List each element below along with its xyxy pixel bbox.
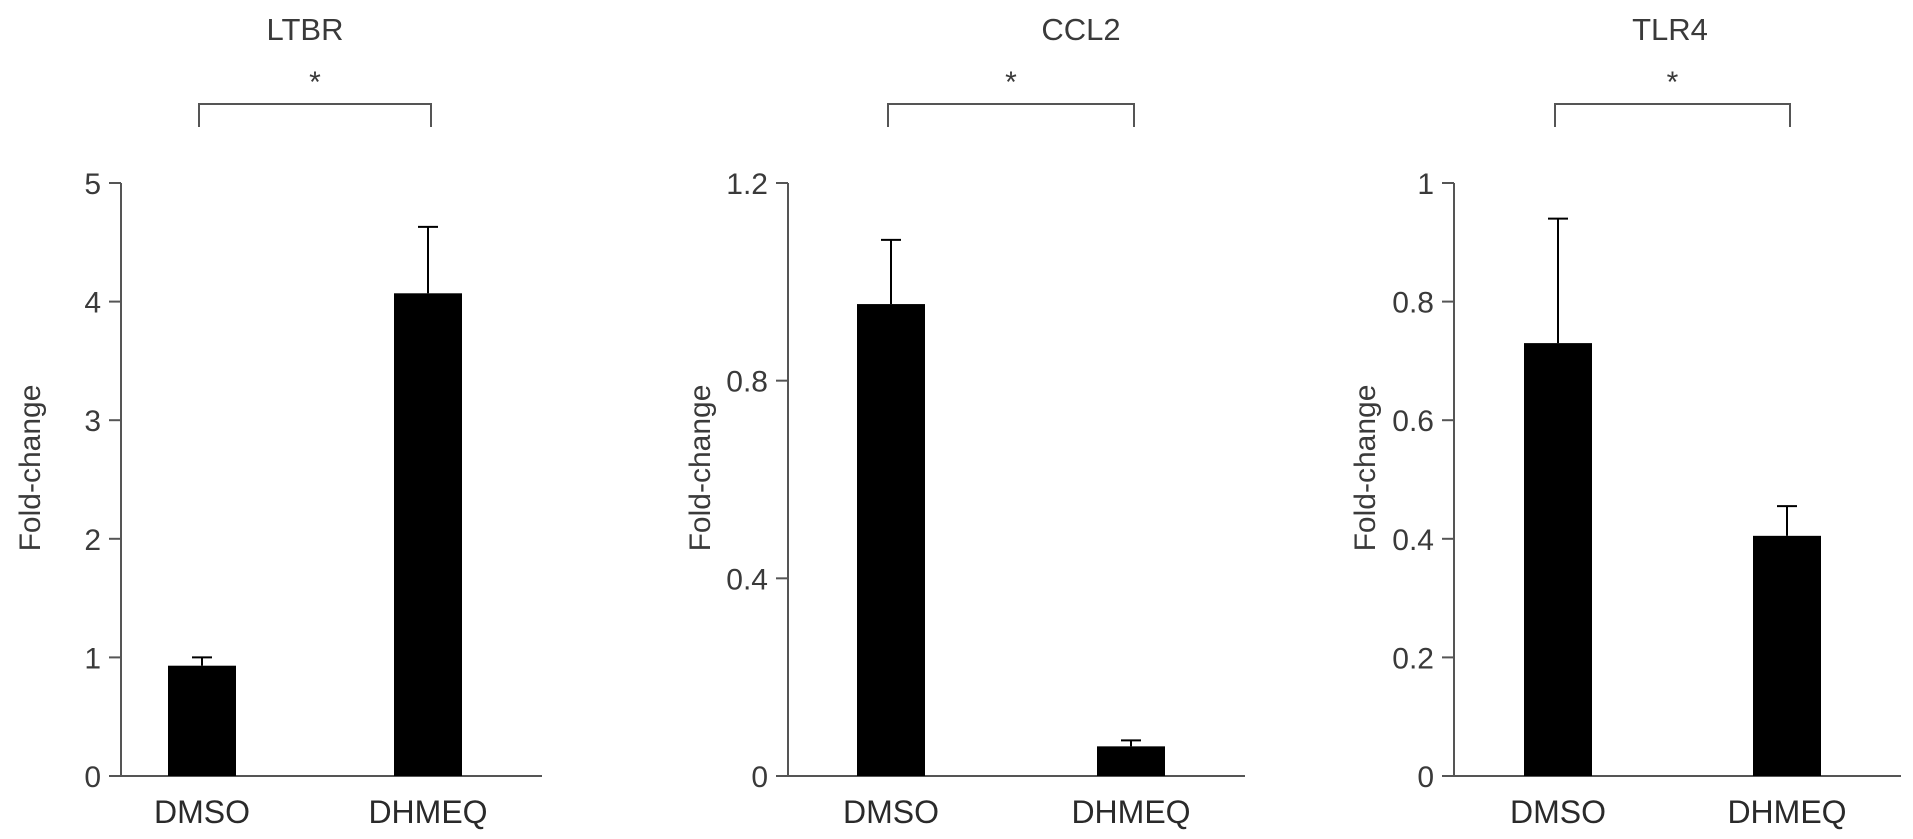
chart-panel-ltbr: LTBR Fold-change 0 1 2 3 4 5 DMSO DHMEQ * <box>14 12 542 830</box>
x-category-label: DMSO <box>843 794 939 830</box>
y-axis-label: Fold-change <box>14 385 47 552</box>
chart-title: CCL2 <box>1041 12 1120 47</box>
y-tick-label: 0.4 <box>1392 524 1434 557</box>
chart-title: LTBR <box>267 12 344 47</box>
x-category-label: DMSO <box>1510 794 1606 830</box>
chart-panel-tlr4: TLR4 Fold-change 0 0.2 0.4 0.6 0.8 1 DMSO DHMEQ * <box>1349 12 1901 830</box>
significance-marker: * <box>309 66 321 99</box>
y-tick-label: 3 <box>84 405 101 438</box>
y-tick-label: 0.8 <box>1392 287 1434 320</box>
y-tick-label: 4 <box>84 287 101 320</box>
y-tick-label: 0.8 <box>726 366 768 399</box>
y-tick-label: 0 <box>1417 761 1434 794</box>
bar-dmso <box>857 304 925 776</box>
bar-dmso <box>168 665 236 776</box>
significance-bracket <box>887 103 1135 127</box>
y-tick-label: 0.2 <box>1392 642 1434 675</box>
bar-dhmeq <box>1097 746 1165 776</box>
y-tick-label: 0.4 <box>726 563 768 596</box>
bar-dmso <box>1524 343 1592 776</box>
significance-bracket <box>198 103 432 127</box>
y-tick-label: 0 <box>751 761 768 794</box>
y-axis-label: Fold-change <box>684 385 717 552</box>
bar-dhmeq <box>394 293 462 776</box>
significance-marker: * <box>1005 66 1017 99</box>
x-category-label: DHMEQ <box>368 794 487 830</box>
x-category-label: DHMEQ <box>1727 794 1846 830</box>
chart-panel-ccl2: CCL2 Fold-change 0 0.4 0.8 1.2 DMSO DHMEQ * <box>684 12 1245 830</box>
y-tick-label: 2 <box>84 524 101 557</box>
y-tick-label: 1.2 <box>726 168 768 201</box>
x-category-label: DHMEQ <box>1071 794 1190 830</box>
significance-bracket <box>1554 103 1791 127</box>
y-tick-label: 5 <box>84 168 101 201</box>
y-tick-label: 1 <box>84 642 101 675</box>
y-tick-label: 0 <box>84 761 101 794</box>
y-tick-label: 0.6 <box>1392 405 1434 438</box>
significance-marker: * <box>1667 66 1679 99</box>
x-category-label: DMSO <box>154 794 250 830</box>
chart-title: TLR4 <box>1632 12 1708 47</box>
y-axis-label: Fold-change <box>1349 385 1382 552</box>
y-tick-label: 1 <box>1417 168 1434 201</box>
bar-dhmeq <box>1753 535 1821 776</box>
